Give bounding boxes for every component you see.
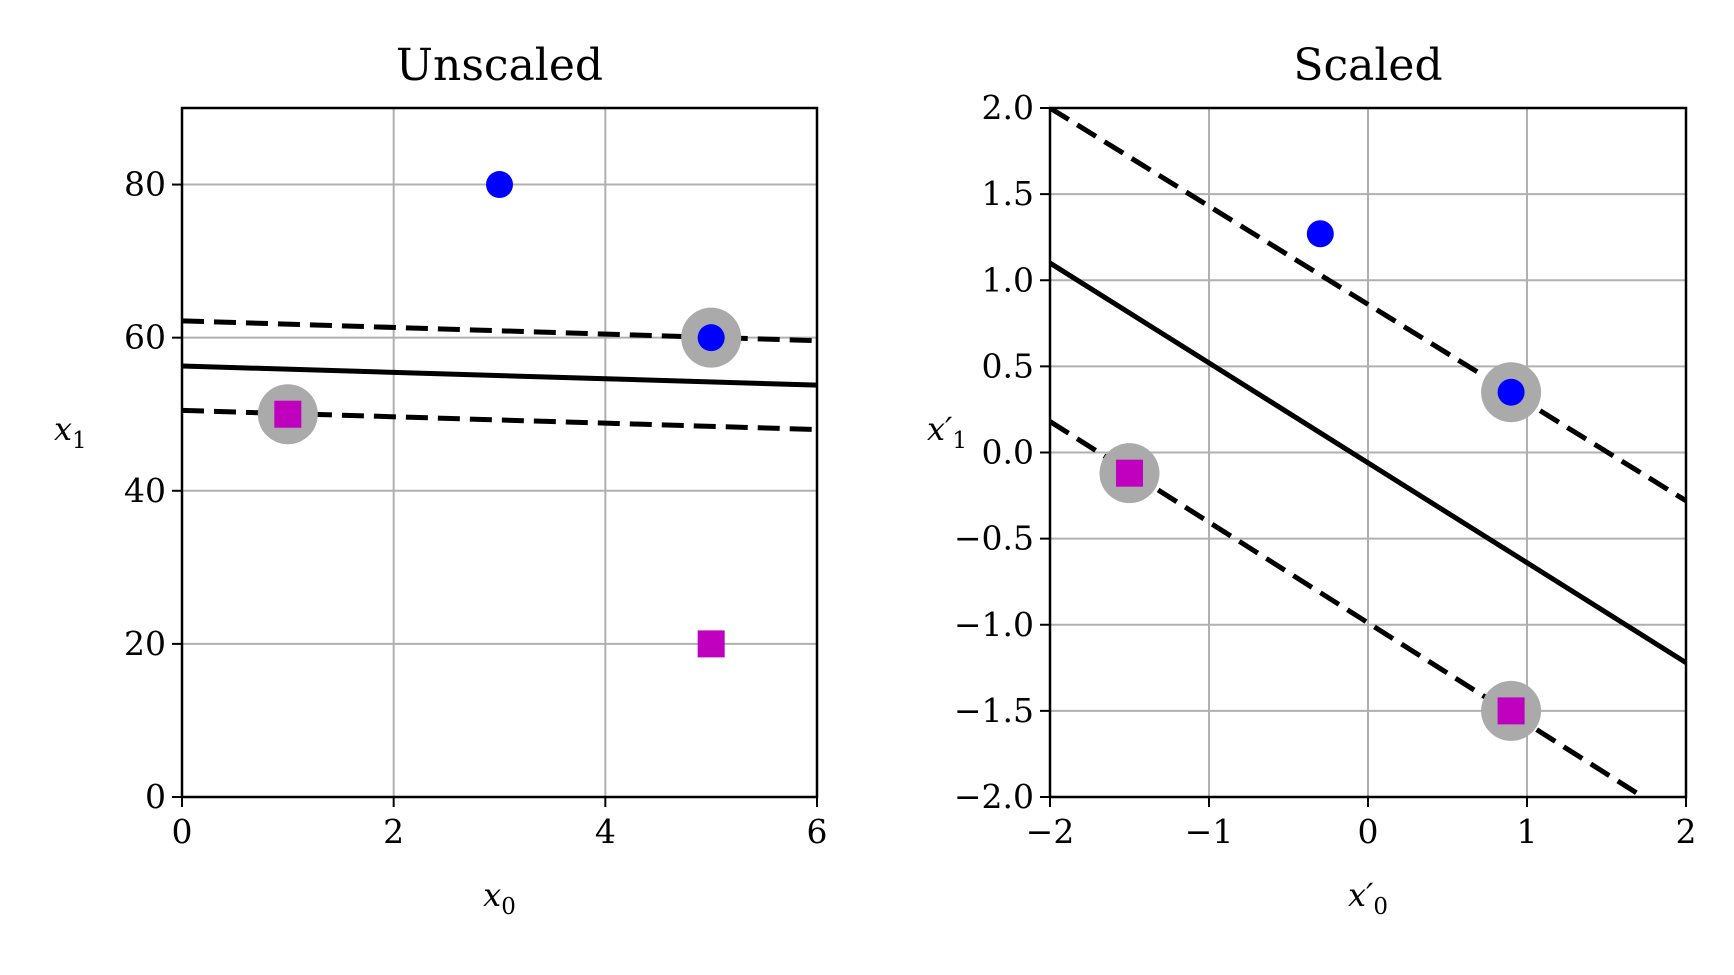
x-tick-label: 0 xyxy=(1358,812,1379,851)
x-axis-label-sub: 0 xyxy=(501,894,516,920)
point-square xyxy=(1497,697,1525,725)
y-axis-label-sub: 1 xyxy=(952,428,967,454)
x-axis-label-main: x xyxy=(483,876,501,914)
axes-frame xyxy=(180,106,819,799)
y-tick-label: 0 xyxy=(145,777,166,816)
y-tick-label: −0.5 xyxy=(954,519,1034,558)
support-vectors xyxy=(1099,362,1542,741)
y-tick-label: 1.5 xyxy=(982,174,1034,213)
y-tick-label: 40 xyxy=(124,471,166,510)
y-axis-label-main: x′ xyxy=(927,410,953,448)
y-axis-label: x1 xyxy=(54,410,87,454)
x-tick-label: 2 xyxy=(1676,812,1697,851)
decision-boundary-line xyxy=(182,363,817,388)
decision-boundary-line xyxy=(1050,260,1686,665)
data-points xyxy=(1116,220,1525,725)
grid xyxy=(181,108,818,798)
y-axis-label-main: x xyxy=(54,410,72,448)
point-square xyxy=(1116,459,1143,487)
chart-title: Scaled xyxy=(1293,40,1442,91)
y-tick-label: 2.0 xyxy=(982,88,1034,127)
point-square xyxy=(274,400,302,428)
point-circle xyxy=(697,324,725,352)
x-tick-label: 2 xyxy=(383,812,404,851)
x-axis-label-main: x′ xyxy=(1348,876,1374,914)
y-tick-label: 80 xyxy=(124,165,166,204)
x-tick-label: −2 xyxy=(1026,812,1075,851)
x-tick-label: 0 xyxy=(172,812,193,851)
y-axis-label-sub: 1 xyxy=(72,428,87,454)
x-axis-label: x′0 xyxy=(1348,876,1388,920)
chart-title: Unscaled xyxy=(396,40,603,91)
point-circle xyxy=(1497,378,1525,406)
y-tick-label: 60 xyxy=(124,318,166,357)
x-tick-label: 4 xyxy=(595,812,616,851)
point-circle xyxy=(486,171,513,199)
y-tick-label: 20 xyxy=(124,624,166,663)
data-points xyxy=(274,171,725,658)
x-tick-label: 6 xyxy=(807,812,828,851)
panel-scaled: −2 −1 0 1 2 −2.0 −1.5 −1.0 −0.5 0.0 0.5 1.0 1.5 2.0 Sc… xyxy=(927,40,1697,920)
y-axis-label: x′1 xyxy=(927,410,967,454)
x-tick-label: 1 xyxy=(1517,812,1538,851)
y-tick-label: −1.5 xyxy=(954,691,1034,730)
ticks: −2 −1 0 1 2 −2.0 −1.5 −1.0 −0.5 0.0 0.5 1.0 1.5 2.0 xyxy=(954,88,1697,851)
y-tick-label: 0.0 xyxy=(982,433,1034,472)
point-circle xyxy=(1306,220,1334,248)
y-tick-label: −1.0 xyxy=(954,605,1034,644)
x-axis-label: x0 xyxy=(483,876,516,920)
x-axis-label-sub: 0 xyxy=(1373,894,1388,920)
margin-line xyxy=(1050,108,1686,503)
x-tick-label: −1 xyxy=(1185,812,1234,851)
point-square xyxy=(697,630,725,658)
y-tick-label: 1.0 xyxy=(982,260,1034,299)
y-tick-label: −2.0 xyxy=(954,777,1034,816)
y-tick-label: 0.5 xyxy=(982,346,1034,385)
